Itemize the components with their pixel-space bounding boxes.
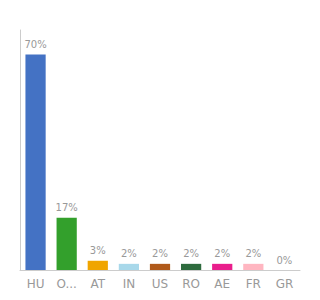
svg-text:0%: 0% xyxy=(277,255,293,266)
svg-text:GR: GR xyxy=(276,277,294,291)
svg-text:2%: 2% xyxy=(214,248,230,259)
svg-text:AT: AT xyxy=(90,277,105,291)
svg-text:2%: 2% xyxy=(183,248,199,259)
svg-text:AE: AE xyxy=(214,277,230,291)
svg-text:HU: HU xyxy=(27,277,45,291)
svg-text:3%: 3% xyxy=(90,245,106,256)
svg-text:IN: IN xyxy=(123,277,136,291)
svg-text:FR: FR xyxy=(246,277,261,291)
svg-text:US: US xyxy=(152,277,168,291)
svg-text:17%: 17% xyxy=(56,202,78,213)
svg-text:2%: 2% xyxy=(121,248,137,259)
svg-text:70%: 70% xyxy=(24,39,46,50)
svg-text:O...: O... xyxy=(56,277,76,291)
svg-text:2%: 2% xyxy=(152,248,168,259)
svg-text:2%: 2% xyxy=(245,248,261,259)
svg-text:RO: RO xyxy=(182,277,200,291)
